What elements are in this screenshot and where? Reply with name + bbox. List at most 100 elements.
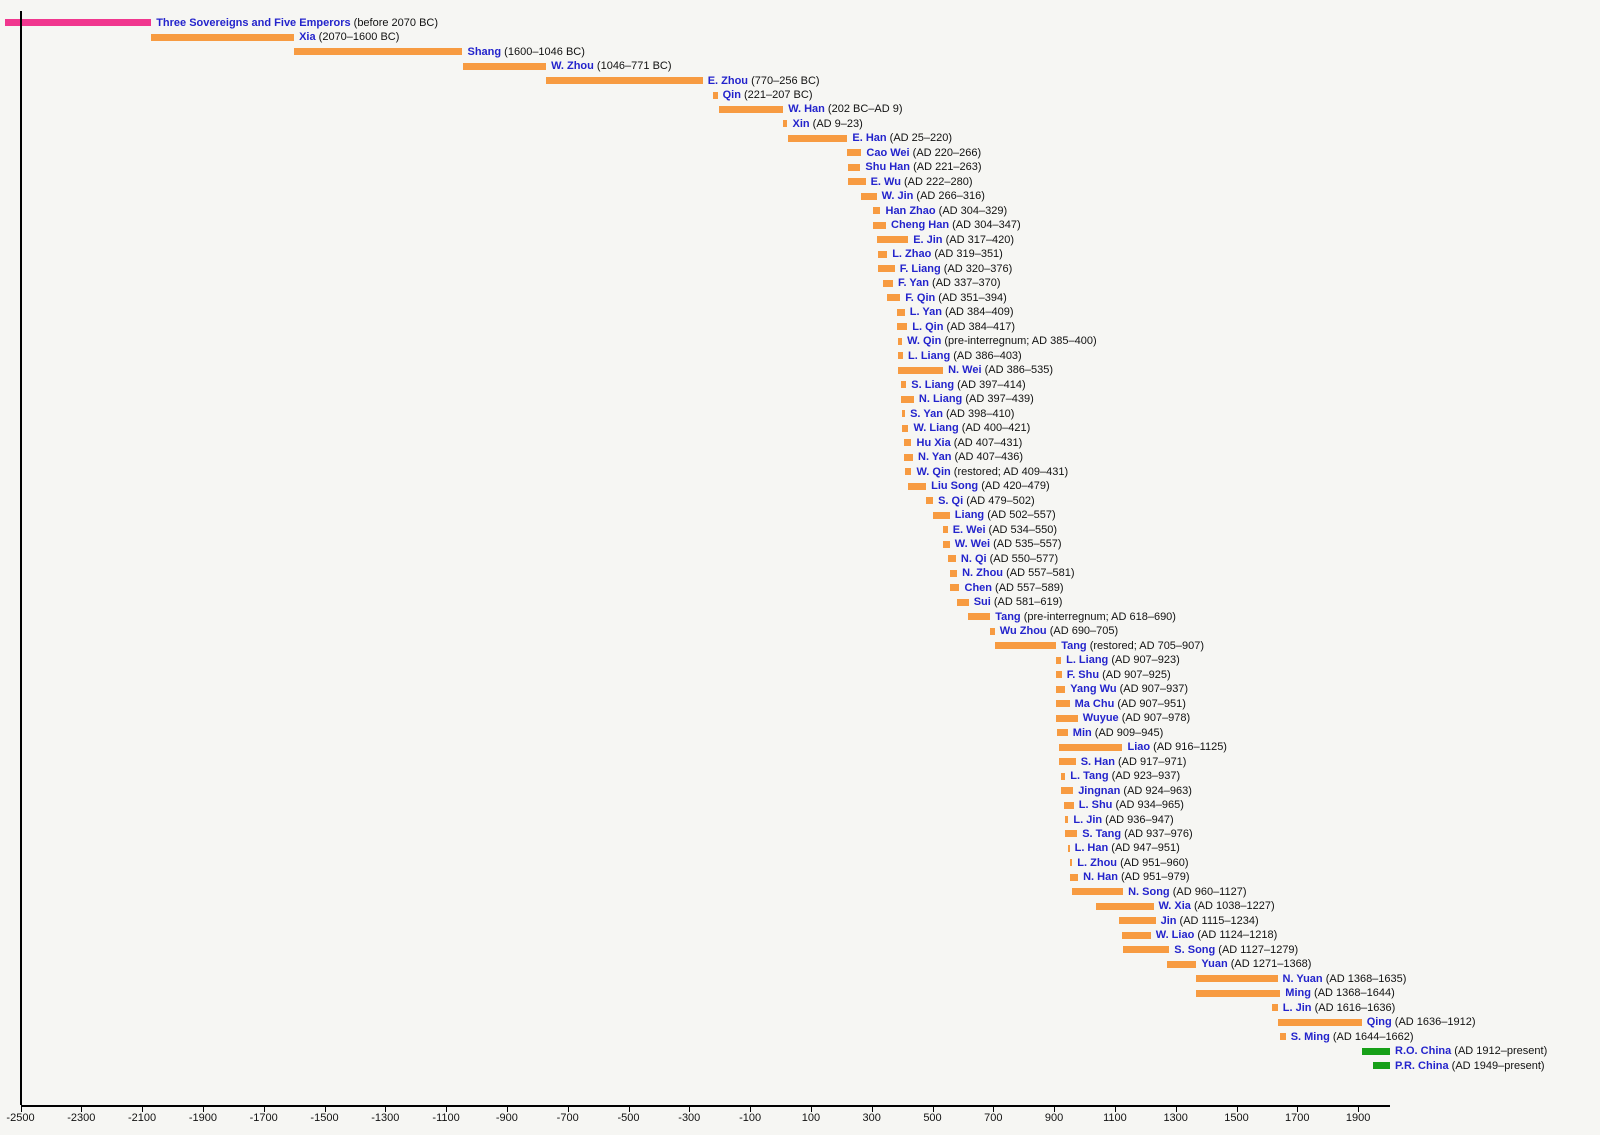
dynasty-period: (AD 386–403) <box>950 349 1022 362</box>
dynasty-bar <box>872 207 881 215</box>
dynasty-bar <box>1280 1033 1286 1041</box>
dynasty-period: (AD 937–976) <box>1121 827 1193 840</box>
dynasty-period: (AD 320–376) <box>940 262 1013 275</box>
dynasty-period: (AD 916–1125) <box>1150 741 1227 753</box>
dynasty-period: (AD 1636–1912) <box>1391 1016 1476 1029</box>
x-axis-tick-label: 1100 <box>1103 1112 1127 1124</box>
dynasty-name: Yuan <box>1201 958 1228 971</box>
dynasty-label: Chen (AD 557–589) <box>965 581 1064 595</box>
dynasty-name: Tang <box>1061 639 1087 652</box>
dynasty-period: (AD 907–978) <box>1118 712 1191 724</box>
dynasty-period: (AD 221–263) <box>910 161 982 174</box>
dynasty-bar <box>882 279 893 287</box>
dynasty-period: (AD 936–947) <box>1102 813 1174 826</box>
dynasty-bar <box>933 511 950 519</box>
dynasty-name: Shu Han <box>865 161 911 174</box>
x-axis-tick <box>689 1106 691 1112</box>
dynasty-name: N. Yuan <box>1282 972 1323 985</box>
dynasty-name: N. Wei <box>948 364 982 377</box>
dynasty-period: (restored; AD 409–431) <box>950 465 1069 478</box>
dynasty-period: (AD 924–963) <box>1120 784 1192 797</box>
x-axis-tick-label: 1700 <box>1285 1112 1310 1124</box>
dynasty-period: (AD 951–979) <box>1117 871 1190 884</box>
dynasty-name: Xia <box>299 31 316 43</box>
dynasty-period: (AD 304–329) <box>935 204 1008 217</box>
dynasty-period: (AD 1949–present) <box>1448 1059 1545 1072</box>
dynasty-name: E. Jin <box>913 233 943 246</box>
dynasty-name: E. Zhou <box>707 74 749 87</box>
dynasty-period: (AD 1124–1218) <box>1194 929 1278 942</box>
y-axis-line <box>20 11 22 1105</box>
dynasty-bar <box>901 410 906 418</box>
dynasty-label: L. Han (AD 947–951) <box>1075 841 1180 855</box>
dynasty-bar <box>968 613 991 621</box>
dynasty-name: N. Liang <box>918 393 963 406</box>
dynasty-period: (202 BC–AD 9) <box>824 103 903 116</box>
dynasty-label: R.O. China (AD 1912–present) <box>1395 1044 1547 1058</box>
dynasty-bar <box>1061 772 1066 780</box>
x-axis-tick <box>628 1106 630 1112</box>
dynasty-period: (AD 384–417) <box>943 320 1016 333</box>
dynasty-period: (AD 535–557) <box>990 538 1062 551</box>
dynasty-period: (AD 397–439) <box>962 393 1034 406</box>
dynasty-bar <box>877 250 888 258</box>
dynasty-label: S. Liang (AD 397–414) <box>911 378 1025 392</box>
dynasty-label: Min (AD 909–945) <box>1073 726 1164 740</box>
dynasty-bar <box>897 366 944 374</box>
x-axis-tick-label: 300 <box>862 1112 881 1124</box>
dynasty-name: Wuyue <box>1082 712 1119 724</box>
dynasty-label: Shang (1600–1046 BC) <box>468 45 585 59</box>
dynasty-name: F. Yan <box>898 277 929 290</box>
dynasty-name: Liang <box>954 509 985 522</box>
x-axis-tick-label: -2100 <box>128 1112 157 1124</box>
dynasty-period: (AD 384–409) <box>942 306 1014 319</box>
dynasty-period: (1046–771 BC) <box>593 60 672 72</box>
dynasty-bar <box>990 627 995 635</box>
x-axis-line <box>20 1105 1390 1107</box>
dynasty-label: S. Ming (AD 1644–1662) <box>1291 1030 1414 1044</box>
dynasty-label: Xin (AD 9–23) <box>793 117 863 131</box>
dynasty-period: (AD 304–347) <box>949 219 1021 232</box>
dynasty-bar <box>1069 859 1073 867</box>
x-axis-tick-label: 900 <box>1044 1112 1064 1124</box>
x-axis-tick <box>446 1106 448 1112</box>
dynasty-bar <box>1196 989 1281 997</box>
x-axis-tick-label: -500 <box>617 1112 640 1124</box>
dynasty-period: (AD 9–23) <box>809 117 863 130</box>
dynasty-name: L. Tang <box>1070 770 1109 782</box>
dynasty-period: (AD 1271–1368) <box>1227 958 1312 971</box>
x-axis-tick <box>142 1106 144 1112</box>
dynasty-label: N. Han (AD 951–979) <box>1083 870 1189 884</box>
dynasty-label: N. Qi (AD 550–577) <box>961 552 1058 566</box>
dynasty-label: P.R. China (AD 1949–present) <box>1395 1059 1545 1073</box>
dynasty-name: L. Shu <box>1078 799 1113 811</box>
dynasty-name: Liao <box>1127 741 1151 753</box>
dynasty-label: W. Qin (restored; AD 409–431) <box>917 465 1069 479</box>
dynasty-bar <box>1072 888 1124 896</box>
dynasty-label: Shu Han (AD 221–263) <box>865 160 981 174</box>
dynasty-bar <box>848 178 866 186</box>
dynasty-period: (AD 557–581) <box>1003 567 1075 580</box>
x-axis-tick <box>810 1106 812 1112</box>
dynasty-period: (AD 909–945) <box>1091 726 1164 739</box>
dynasty-bar <box>902 424 909 432</box>
x-axis-tick <box>263 1106 265 1112</box>
dynasty-name: Qing <box>1366 1016 1392 1029</box>
dynasty-period: (AD 479–502) <box>963 494 1035 507</box>
dynasty-label: N. Yan (AD 407–436) <box>918 450 1023 464</box>
dynasty-bar <box>926 497 934 505</box>
dynasty-period: (AD 319–351) <box>931 248 1003 261</box>
dynasty-bar <box>942 526 948 534</box>
dynasty-name: Min <box>1072 726 1092 739</box>
dynasty-period: (AD 1644–1662) <box>1329 1030 1414 1043</box>
dynasty-label: Xia (2070–1600 BC) <box>299 30 399 44</box>
dynasty-name: F. Shu <box>1066 668 1100 681</box>
dynasty-period: (AD 907–925) <box>1099 668 1171 681</box>
dynasty-name: R.O. China <box>1395 1045 1452 1058</box>
dynasty-name: Yang Wu <box>1070 683 1117 695</box>
dynasty-bar <box>872 221 886 229</box>
dynasty-label: Yang Wu (AD 907–937) <box>1070 682 1188 696</box>
dynasty-name: Sui <box>973 596 991 609</box>
dynasty-bar <box>1058 743 1123 751</box>
dynasty-name: N. Song <box>1128 885 1170 898</box>
